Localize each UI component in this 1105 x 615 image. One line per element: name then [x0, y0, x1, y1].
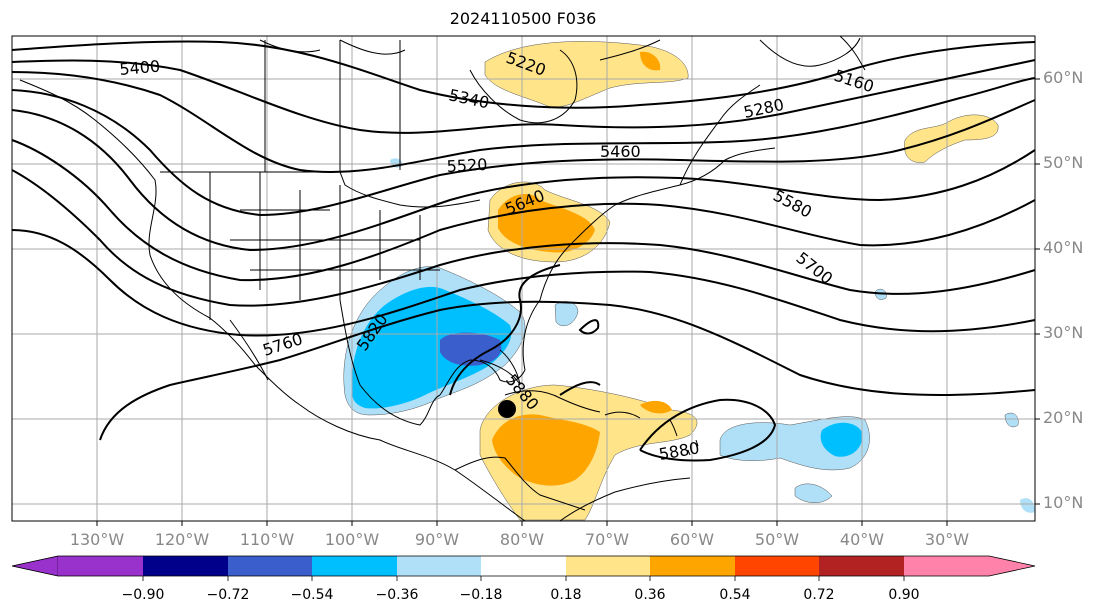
coastlines: [19, 35, 866, 522]
lat-label: 50°N: [1043, 153, 1084, 172]
colorbar-segment: [819, 556, 904, 576]
contour-label: 5460: [600, 142, 641, 161]
colorbar-tick-label: −0.54: [290, 587, 334, 603]
lat-label: 40°N: [1043, 238, 1084, 257]
lon-label: 110°W: [239, 530, 295, 549]
colorbar-tick-label: −0.72: [206, 587, 250, 603]
colorbar-segment: [11, 555, 59, 577]
colorbar-tick-label: 0.90: [888, 587, 920, 603]
colorbar-tick-label: 0.18: [550, 587, 582, 603]
colorbar-tick-label: 0.54: [719, 587, 751, 603]
lon-label: 50°W: [754, 530, 800, 549]
lon-label: 120°W: [154, 530, 210, 549]
colorbar-segment: [397, 556, 481, 576]
shade-hudson-orange: [640, 51, 661, 71]
location-marker: [498, 400, 516, 418]
contour-label: 5520: [446, 155, 488, 176]
colorbar-segment: [989, 556, 1035, 576]
colorbar-segment: [312, 556, 397, 576]
lat-label: 10°N: [1043, 493, 1084, 512]
lon-label: 40°W: [839, 530, 885, 549]
shade-carib-orange: [492, 414, 600, 486]
lat-label: 20°N: [1043, 408, 1084, 427]
lat-label: 60°N: [1043, 68, 1084, 87]
colorbar-tick-label: 0.72: [803, 587, 835, 603]
lon-label: 70°W: [584, 530, 630, 549]
colorbar: [11, 555, 1036, 581]
shade-hudson-yellow: [484, 41, 689, 108]
colorbar-tick-label: −0.18: [459, 587, 503, 603]
shade-gulf-blue: [351, 286, 512, 409]
colorbar-tick-label: −0.36: [375, 587, 419, 603]
lon-label: 30°W: [924, 530, 970, 549]
colorbar-segment: [481, 556, 566, 576]
colorbar-segment: [228, 556, 312, 576]
shade-atl-blue: [820, 422, 863, 457]
colorbar-segment: [566, 556, 650, 576]
colorbar-segment: [904, 556, 989, 576]
map-title: 2024110500 F036: [449, 9, 597, 28]
lon-label: 130°W: [69, 530, 125, 549]
lon-label: 90°W: [414, 530, 460, 549]
colorbar-segment: [650, 556, 735, 576]
shade-gulf-purple: [440, 332, 502, 366]
colorbar-tick-label: 0.36: [634, 587, 666, 603]
lat-label: 30°N: [1043, 323, 1084, 342]
lon-label: 100°W: [324, 530, 380, 549]
colorbar-segment: [143, 556, 228, 576]
colorbar-segment: [58, 556, 143, 576]
colorbar-segment: [735, 556, 819, 576]
contour-label: 5400: [119, 57, 161, 79]
colorbar-tick-label: −0.90: [121, 587, 165, 603]
contours: [11, 40, 1036, 462]
lon-label: 80°W: [499, 530, 545, 549]
lon-label: 60°W: [669, 530, 715, 549]
